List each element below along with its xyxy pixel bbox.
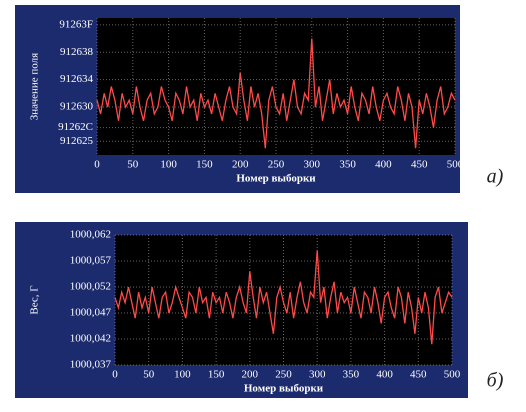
panel-label: a) xyxy=(487,166,504,188)
x-tick-label: 0 xyxy=(94,159,100,171)
y-tick-label: 912634 xyxy=(60,73,94,85)
y-tick-label: 1000,057 xyxy=(70,255,112,267)
x-tick-label: 50 xyxy=(143,369,155,381)
x-tick-label: 300 xyxy=(304,159,321,171)
x-tick-label: 100 xyxy=(174,369,191,381)
y-tick-label: 91263F xyxy=(59,18,93,30)
x-tick-label: 300 xyxy=(309,369,326,381)
y-tick-label: 912638 xyxy=(60,46,94,58)
x-tick-label: 150 xyxy=(208,369,225,381)
x-tick-label: 450 xyxy=(410,369,427,381)
x-tick-label: 450 xyxy=(411,159,428,171)
y-tick-label: 1000,047 xyxy=(70,307,112,319)
x-tick-label: 100 xyxy=(160,159,177,171)
x-tick-label: 200 xyxy=(242,369,259,381)
x-axis-label: Номер выборки xyxy=(244,383,324,395)
x-tick-label: 150 xyxy=(196,159,213,171)
x-tick-label: 400 xyxy=(375,159,392,171)
x-tick-label: 50 xyxy=(127,159,139,171)
x-tick-label: 400 xyxy=(376,369,393,381)
panel-label: б) xyxy=(487,370,504,392)
x-axis-label: Номер выборки xyxy=(236,173,316,185)
y-axis-label: Вес, Г xyxy=(29,285,41,314)
y-tick-label: 91262C xyxy=(58,121,93,133)
data-line xyxy=(114,250,453,345)
y-tick-label: 1000,037 xyxy=(70,359,112,371)
y-tick-label: 912625 xyxy=(60,135,94,147)
x-tick-label: 500 xyxy=(444,369,461,381)
x-tick-label: 250 xyxy=(268,159,285,171)
y-tick-label: 1000,042 xyxy=(70,333,111,345)
x-tick-label: 200 xyxy=(232,159,249,171)
y-tick-label: 1000,052 xyxy=(70,281,111,293)
x-tick-label: 500 xyxy=(447,159,464,171)
y-tick-label: 1000,062 xyxy=(70,229,111,241)
x-tick-label: 350 xyxy=(343,369,360,381)
x-tick-label: 0 xyxy=(112,369,118,381)
x-tick-label: 350 xyxy=(339,159,356,171)
y-axis-label: Значение поля xyxy=(29,53,41,120)
data-line xyxy=(96,38,456,149)
x-tick-label: 250 xyxy=(275,369,292,381)
plot-area xyxy=(97,18,455,155)
y-tick-label: 912630 xyxy=(60,101,94,113)
